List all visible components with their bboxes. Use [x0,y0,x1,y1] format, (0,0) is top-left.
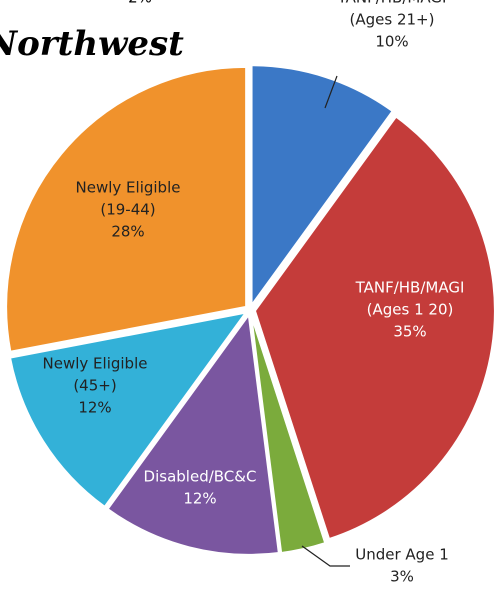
slice-label: (19-44) [100,201,155,219]
value-label: 28% [111,223,144,241]
value-label: 3% [390,568,414,586]
value-label: 12% [78,399,111,417]
value-label: 35% [393,323,426,341]
pie-slice [106,312,280,556]
leader-line [301,545,350,567]
slice-label: (45+) [73,377,116,395]
pie-slice [253,115,494,541]
pie-slice [5,65,248,353]
slice-label: Newly Eligible [76,179,181,197]
pie-slice [8,311,249,509]
pie-slice [250,314,327,555]
slice-label: TANF/HB/MAGI [355,279,465,297]
slice-label: (Ages 21+) [350,11,435,29]
chart-title: Northwest [0,24,184,64]
slice-label: Disabled/BC&C [144,468,257,486]
leader-line [324,75,338,109]
slice-label: (Ages 1 20) [367,301,454,319]
pie-slice [250,64,395,309]
annotation: 2% [128,0,152,7]
value-label: 12% [183,490,216,508]
slice-label: TANF/HB/MAGI [337,0,447,7]
slice-label: Newly Eligible [43,355,148,373]
slice-label: Under Age 1 [355,546,449,564]
value-label: 10% [375,33,408,51]
